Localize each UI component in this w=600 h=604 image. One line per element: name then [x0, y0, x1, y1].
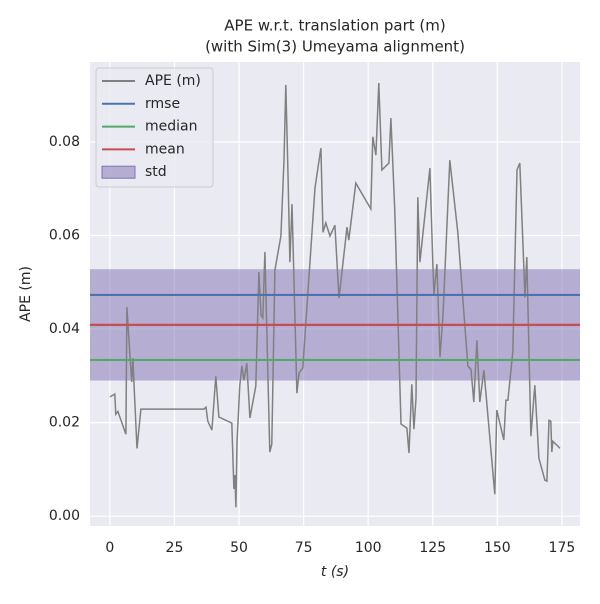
x-tick-label: 175	[549, 540, 576, 556]
legend-box	[95, 67, 214, 188]
y-tick-label: 0.04	[49, 321, 80, 337]
y-tick-label: 0.06	[49, 228, 80, 244]
legend-label: rmse	[145, 96, 180, 112]
legend-swatch	[101, 165, 136, 179]
chart-subtitle: (with Sim(3) Umeyama alignment)	[205, 38, 465, 56]
legend-label: APE (m)	[145, 73, 201, 89]
x-tick-label: 50	[230, 540, 248, 556]
legend-label: std	[145, 164, 167, 180]
y-tick-label: 0.02	[49, 415, 80, 431]
ape-line	[109, 82, 561, 508]
y-tick-label: 0.00	[49, 508, 80, 524]
chart-title: APE w.r.t. translation part (m)	[224, 17, 445, 35]
legend-label: mean	[145, 141, 185, 157]
y-axis-label: APE (m)	[18, 266, 34, 322]
x-axis-label: t (s)	[321, 564, 349, 580]
x-tick-label: 100	[355, 540, 382, 556]
x-tick-label: 150	[484, 540, 511, 556]
x-tick-label: 0	[105, 540, 114, 556]
x-tick-label: 75	[295, 540, 313, 556]
x-tick-label: 25	[166, 540, 184, 556]
x-tick-label: 125	[419, 540, 446, 556]
y-tick-label: 0.08	[49, 134, 80, 150]
legend-label: median	[145, 119, 197, 135]
